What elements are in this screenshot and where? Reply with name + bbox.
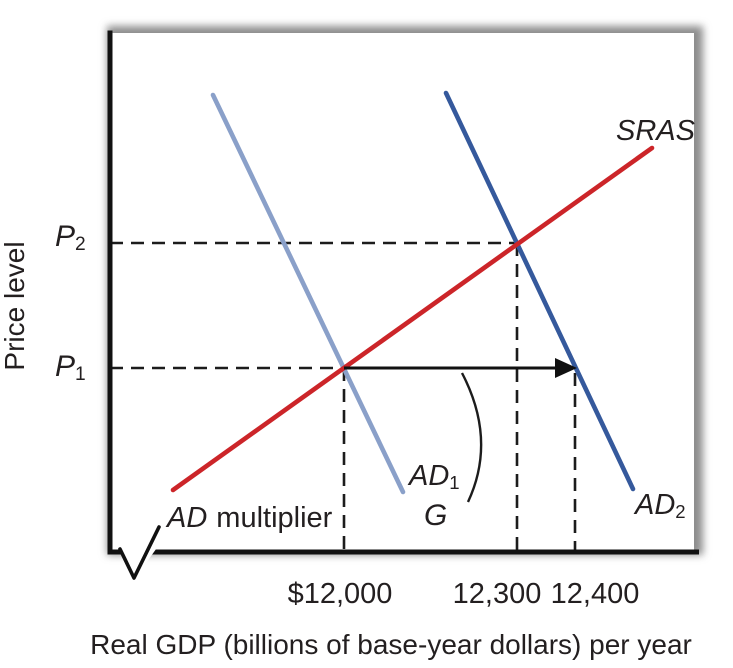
ad-multiplier-ad: AD <box>167 502 208 534</box>
sras-label: SRAS <box>616 115 695 147</box>
ad-multiplier-word: multiplier <box>216 502 333 534</box>
p1-main: P <box>55 350 76 383</box>
x-tick-12000: $12,000 <box>287 578 393 610</box>
p2-main: P <box>55 220 76 253</box>
sras-curve <box>170 145 655 493</box>
x-axis-title: Real GDP (billions of base-year dollars)… <box>90 629 692 660</box>
notch-mask <box>117 545 159 581</box>
g-brace-arc <box>460 372 483 503</box>
x-tick-12300: 12,300 <box>452 578 542 610</box>
ad2-main: AD <box>635 489 676 521</box>
ad2-sub: 2 <box>675 501 686 523</box>
g-label: G <box>424 499 448 532</box>
ad2-curve <box>443 90 636 492</box>
x-tick-12400: 12,400 <box>550 578 640 610</box>
ad-shift-arrow <box>344 358 577 378</box>
ad1-sub: 1 <box>449 472 460 494</box>
ad1-main: AD <box>409 460 450 492</box>
price-label-p1: P1 <box>55 350 86 386</box>
y-axis-title: Price level <box>0 241 30 371</box>
dashed-guides <box>110 241 577 552</box>
p1-sub: 1 <box>75 364 86 386</box>
arrow-head <box>555 358 577 378</box>
p2-sub: 2 <box>75 234 86 256</box>
axis-break-notch <box>117 525 161 581</box>
ad1-label: AD1 <box>409 462 460 493</box>
ad1-curve <box>210 92 406 495</box>
notch-zigzag <box>118 525 161 580</box>
price-label-p2: P2 <box>55 220 86 256</box>
ad-multiplier-label: AD multiplier <box>167 504 332 533</box>
ad2-label: AD2 <box>635 491 686 522</box>
